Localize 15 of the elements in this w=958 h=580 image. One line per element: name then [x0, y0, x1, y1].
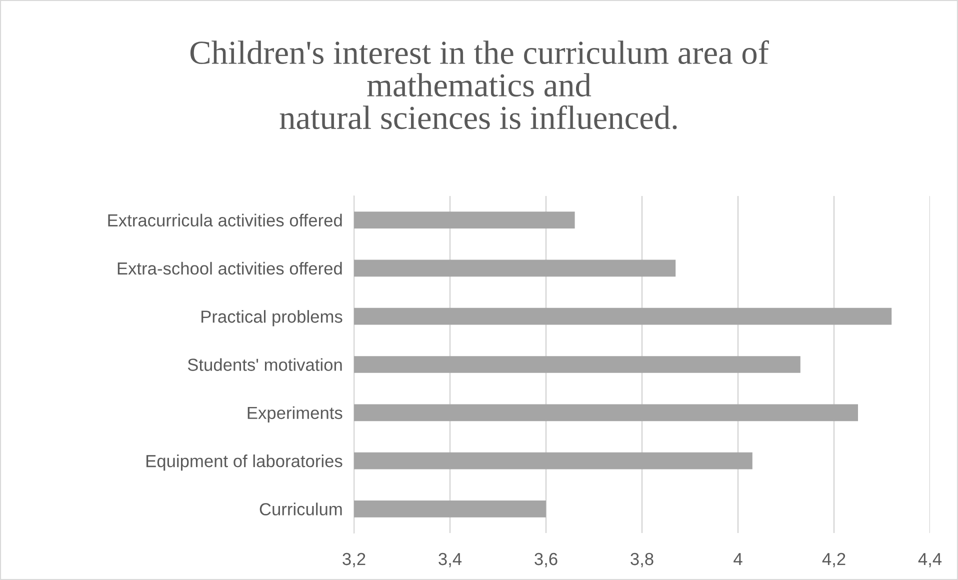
x-tick-label: 3,6: [534, 552, 558, 568]
y-tick-label: Students' motivation: [188, 358, 342, 371]
y-tick-label: Practical problems: [202, 310, 342, 326]
chart-title: Children's interest in the curriculum area of mathematics and natural sciences is influenced.: [190, 40, 769, 130]
y-tick-label: Extracurricula activities offered: [108, 214, 342, 227]
y-tick-label: Experiments: [248, 406, 342, 423]
y-tick-label: Extra-school activities offered: [118, 262, 342, 275]
x-tick-label: 4,4: [918, 553, 942, 568]
y-tick-label: Equipment of laboratories: [146, 454, 342, 471]
x-tick-label: 4: [734, 553, 742, 566]
y-tick-label: Curriculum: [260, 502, 342, 516]
x-tick-label: 3,2: [342, 552, 366, 568]
x-tick-label: 3,4: [438, 552, 462, 568]
x-tick-label: 4,2: [822, 552, 846, 568]
x-tick-label: 3,8: [630, 552, 654, 568]
